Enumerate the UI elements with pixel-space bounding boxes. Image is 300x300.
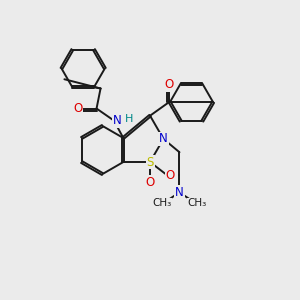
Text: CH₃: CH₃ — [152, 198, 172, 208]
Text: O: O — [164, 78, 173, 92]
Text: O: O — [166, 169, 175, 182]
Text: O: O — [73, 102, 83, 115]
Text: N: N — [159, 132, 168, 146]
Text: S: S — [146, 155, 154, 169]
Text: N: N — [175, 186, 184, 199]
Text: N: N — [112, 114, 121, 127]
Text: O: O — [146, 176, 155, 189]
Text: CH₃: CH₃ — [188, 198, 207, 208]
Text: H: H — [125, 114, 134, 124]
